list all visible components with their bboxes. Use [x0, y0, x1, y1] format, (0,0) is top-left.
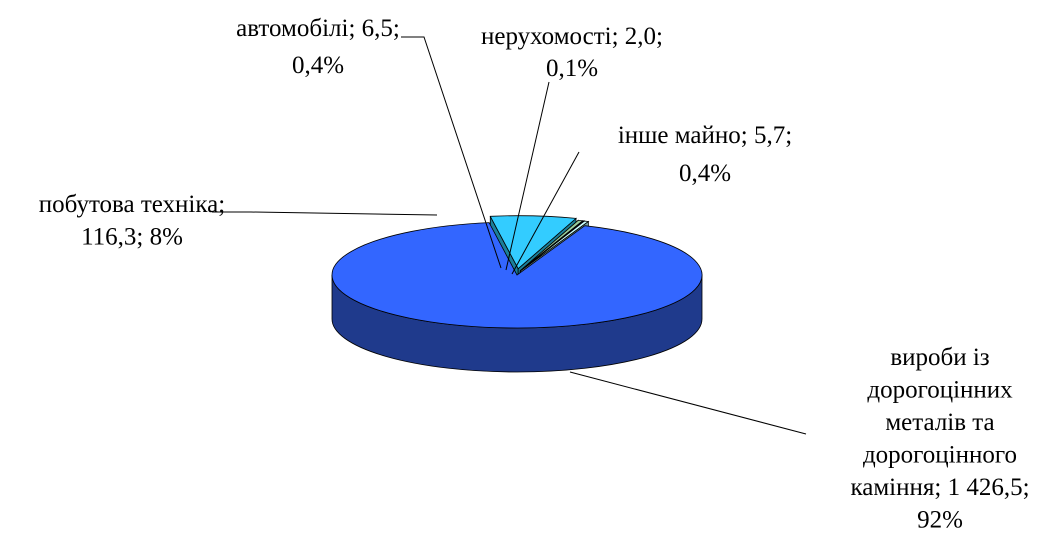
slice-label-4-line-1: нерухомості; 2,0; [481, 23, 663, 50]
slice-label-2: побутова техніка; 116,3; 8% [39, 191, 225, 251]
slice-label-5-line-1: інше майно; 5,7; [618, 122, 792, 149]
slice-labels: вироби із дорогоцінних металів та дорогоцін… [39, 15, 1030, 534]
slice-5-top [520, 220, 590, 272]
leader-line-1 [569, 371, 807, 435]
slice-label-5: інше майно; 5,7; 0,4% [618, 122, 792, 187]
slice-label-1: вироби із дорогоцінних металів та дорогоцін… [850, 344, 1029, 534]
leader-line-4 [505, 81, 550, 271]
slice-label-2-line-1: побутова техніка; [39, 191, 225, 218]
slice-2-top [489, 215, 577, 270]
slice-label-4-line-2: 0,1% [546, 55, 598, 82]
slice-label-3-line-1: автомобілі; 6,5; [236, 15, 400, 42]
leader-line-5 [511, 151, 580, 275]
slice-label-3: автомобілі; 6,5; 0,4% [236, 15, 400, 79]
slice-label-2-line-2: 116,3; 8% [81, 224, 183, 251]
slice-label-5-line-2: 0,4% [679, 160, 731, 187]
leader-line-2 [212, 211, 438, 216]
slice-label-1-line-1: вироби із [890, 344, 989, 371]
slice-label-1-line-4: дорогоцінного [863, 442, 1017, 469]
slice-label-1-line-5: каміння; 1 426,5; [850, 474, 1029, 501]
slice-label-1-line-2: дорогоцінних [867, 377, 1013, 404]
slice-label-1-line-6: 92% [917, 507, 963, 534]
leader-line-3 [401, 36, 502, 269]
slice-label-1-line-3: металів та [885, 409, 994, 436]
slice-1-top [331, 222, 703, 329]
pie-tops [331, 215, 703, 329]
slice-label-3-line-2: 0,4% [292, 52, 344, 79]
leader-lines [212, 36, 807, 435]
slice-label-4: нерухомості; 2,0; 0,1% [481, 23, 663, 82]
